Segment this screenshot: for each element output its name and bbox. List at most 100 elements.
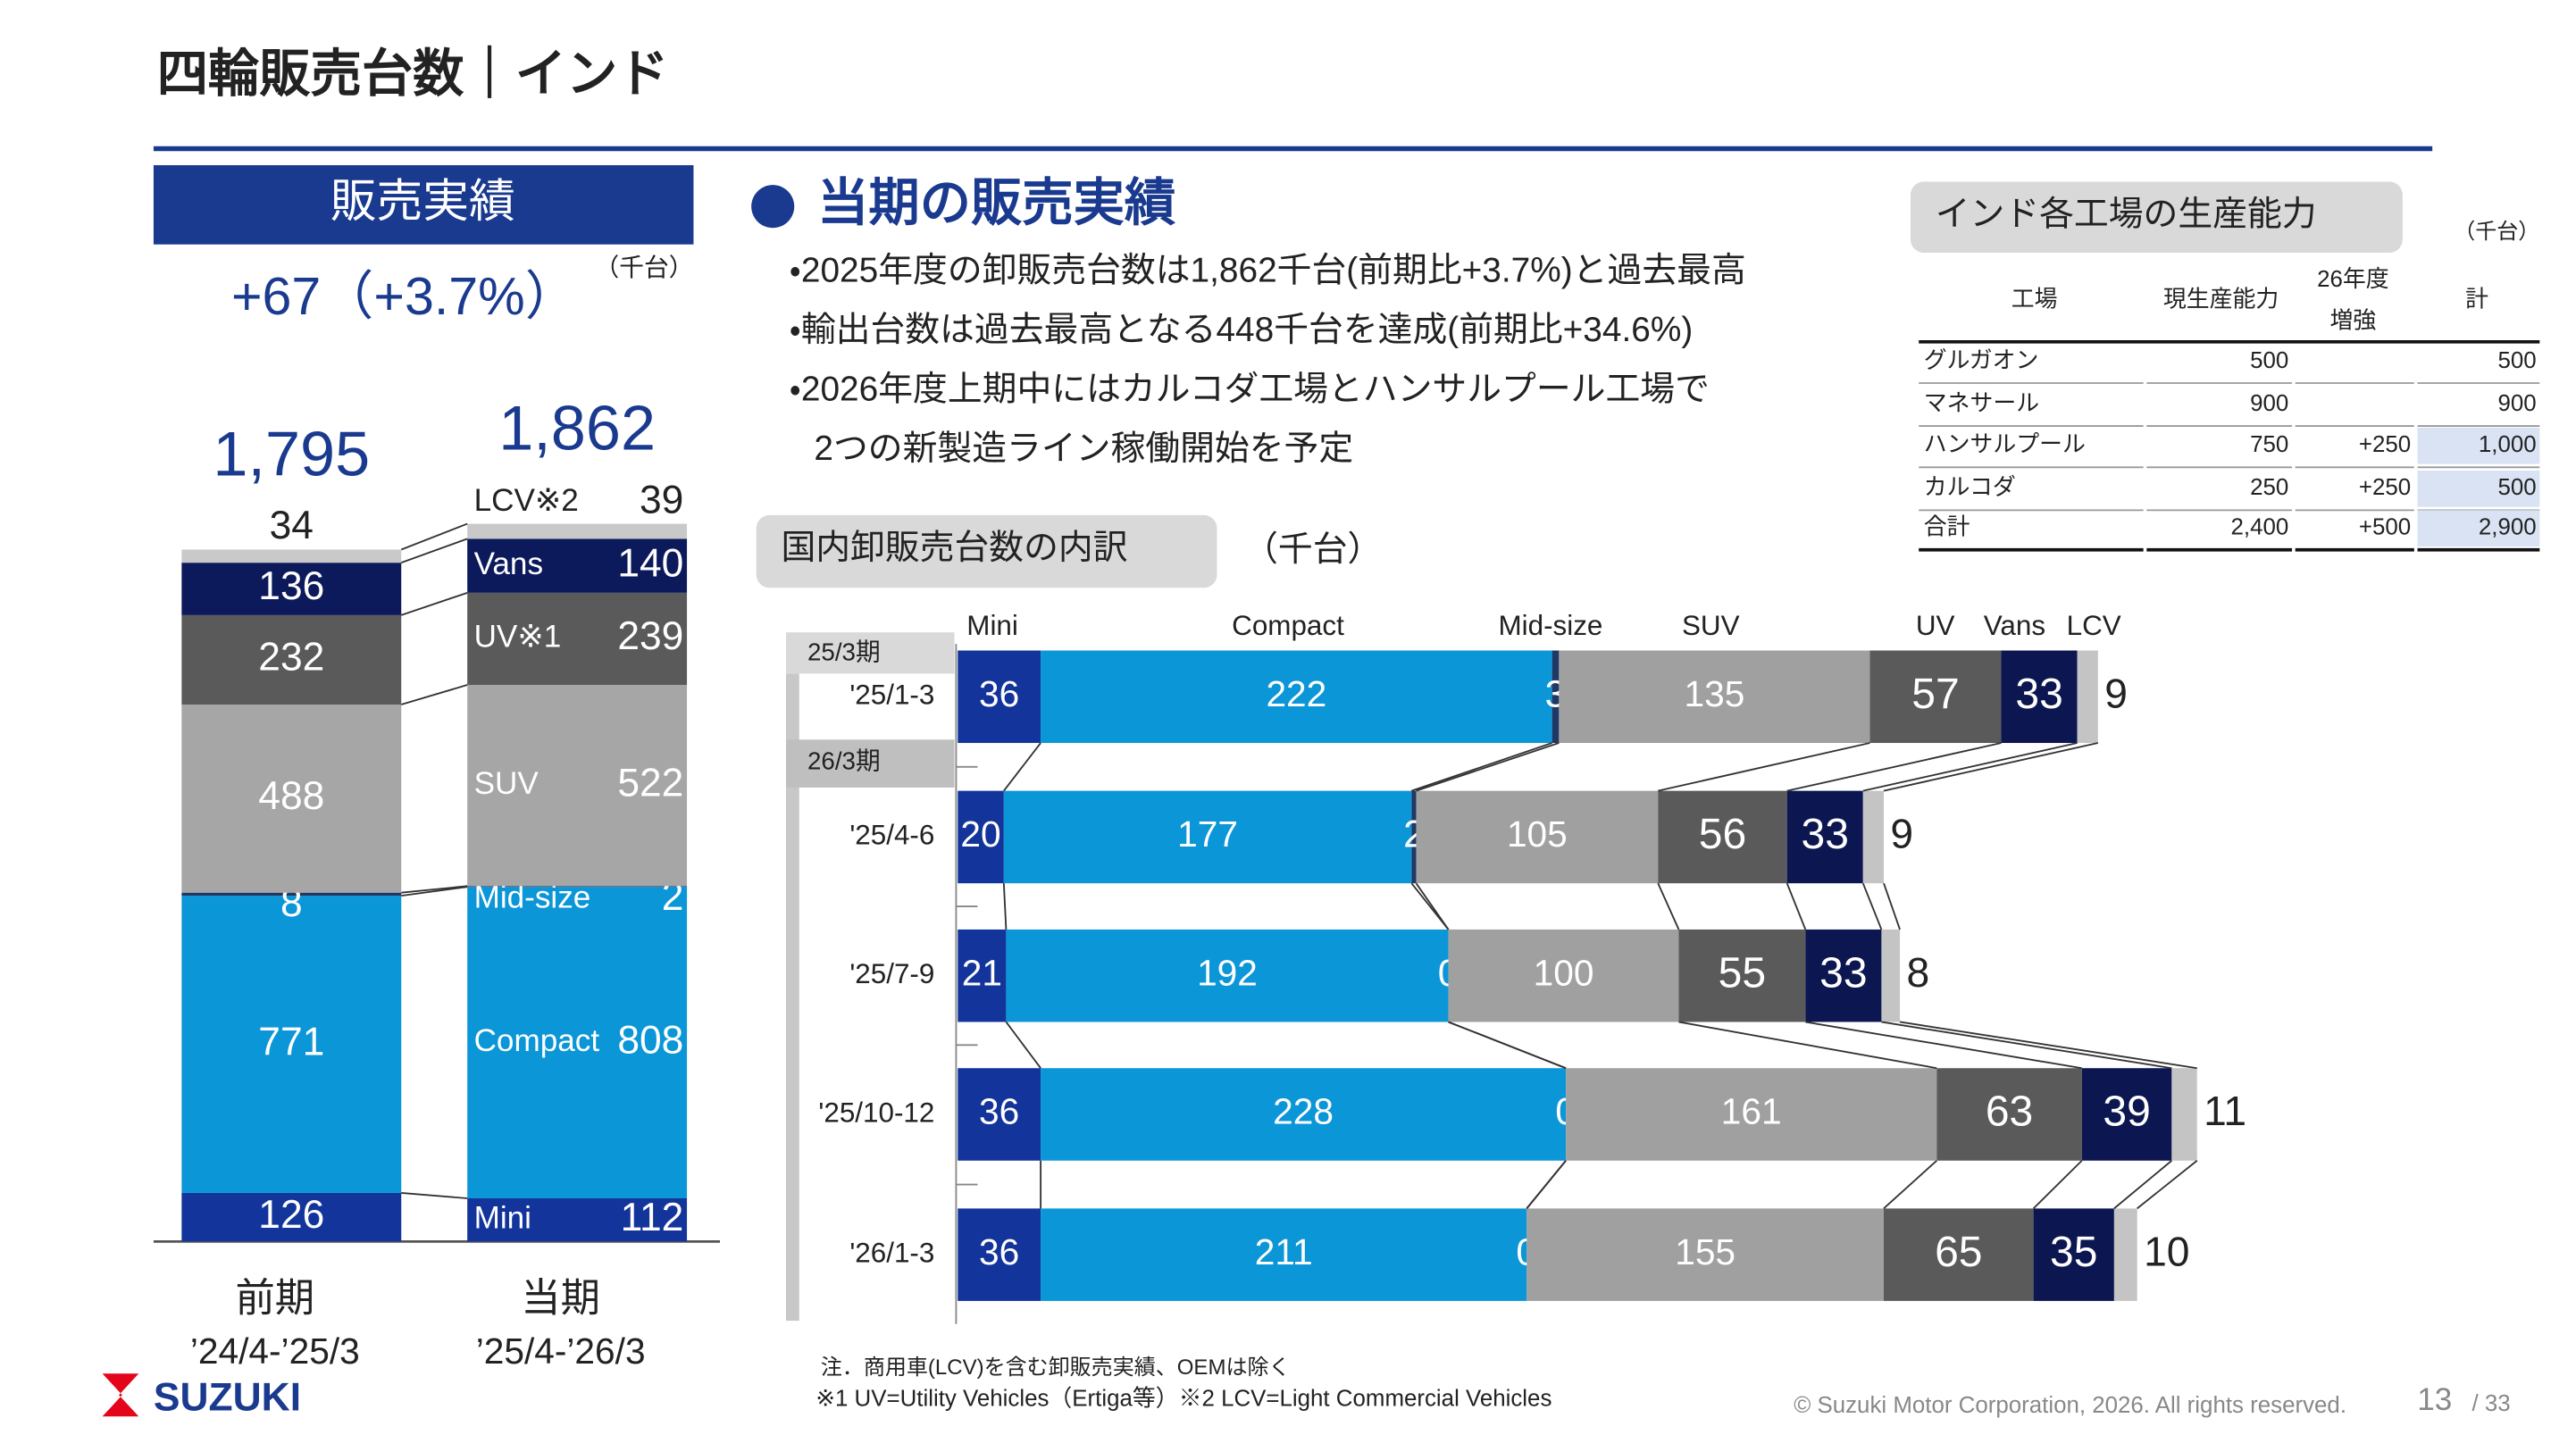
bar-segment xyxy=(1411,790,1417,884)
highlight-cell xyxy=(2417,470,2540,507)
bar-segment xyxy=(1678,929,1806,1022)
column-name: 前期 xyxy=(235,1277,314,1321)
value-label: 232 xyxy=(258,636,324,680)
segment-label: Vans xyxy=(474,546,543,581)
bar-segment xyxy=(1883,1208,2034,1301)
bar-segment xyxy=(467,523,688,539)
group-box xyxy=(785,632,955,674)
connector xyxy=(1415,882,1450,930)
bullet: ・輸出台数は過去最高となる448千台を達成(前期比+34.6%) xyxy=(790,311,1694,349)
connector xyxy=(1883,1160,1937,1210)
value-label: 33 xyxy=(2015,670,2062,718)
value-label: 11 xyxy=(2204,1088,2246,1134)
connector xyxy=(1805,1021,2082,1070)
logo-text: SUZUKI xyxy=(154,1376,301,1420)
bar-segment xyxy=(1862,790,1884,884)
results-label-box xyxy=(153,164,694,245)
note: 注．商用車(LCV)を含む卸販売実績、OEMは除く xyxy=(821,1355,1291,1380)
bar-segment xyxy=(2077,650,2098,744)
column-header: 計 xyxy=(2465,286,2488,312)
value-label: 488 xyxy=(258,774,324,818)
bar-segment xyxy=(2171,1068,2197,1161)
period-label: '25/10-12 xyxy=(818,1097,934,1128)
connector xyxy=(1005,1021,1041,1069)
cell: 2,900 xyxy=(2479,515,2537,540)
value-label: 211 xyxy=(1255,1231,1313,1272)
value-label: 57 xyxy=(1911,670,1959,718)
bar-segment xyxy=(1869,650,2002,744)
connector xyxy=(1883,742,2099,792)
breakdown-title-box xyxy=(756,514,1217,588)
column-period: ’25/4-’26/3 xyxy=(476,1330,646,1372)
bullet: ・2026年度上期中にはカルコダ工場とハンサルプール工場で xyxy=(790,371,1710,409)
period-label: '26/1-3 xyxy=(849,1237,934,1268)
highlight-cell xyxy=(2417,510,2540,547)
capacity-title: インド各工場の生産能力 xyxy=(1936,196,2317,234)
connector xyxy=(1861,882,1883,930)
value-label: 65 xyxy=(1935,1228,1982,1276)
connector xyxy=(1448,1021,1567,1070)
value-label: 36 xyxy=(979,673,1019,714)
bar-segment xyxy=(1936,1068,2082,1161)
connector xyxy=(1678,1021,1937,1070)
cell: グルガオン xyxy=(1924,347,2039,373)
bar-segment xyxy=(958,1208,1041,1301)
segment-label: Mini xyxy=(474,1200,531,1235)
value-label: 56 xyxy=(1699,810,1746,858)
bar-segment xyxy=(1551,650,1560,744)
column-header: 現生産能力 xyxy=(2163,286,2279,312)
highlights-title: 当期の販売実績 xyxy=(817,174,1176,231)
connector xyxy=(2137,1160,2198,1210)
value-label: 20 xyxy=(960,813,1000,855)
period-label: '25/7-9 xyxy=(849,958,934,989)
connector xyxy=(1883,882,1901,930)
value-label: 9 xyxy=(1890,811,1913,857)
connector xyxy=(401,885,468,894)
cell: マネサール xyxy=(1924,391,2039,416)
connector xyxy=(400,591,468,616)
cell: 900 xyxy=(2250,391,2288,416)
value-label: 155 xyxy=(1675,1231,1735,1272)
cell: 1,000 xyxy=(2479,432,2537,457)
bar-segment xyxy=(958,650,1041,744)
connector xyxy=(401,1192,468,1199)
value-label: 222 xyxy=(1266,673,1326,714)
bullet-dot xyxy=(751,185,795,229)
segment-header: LCV xyxy=(2067,610,2121,641)
cell: 250 xyxy=(2250,475,2288,500)
connector xyxy=(400,522,468,551)
bar-segment xyxy=(1658,790,1787,884)
value-label: 177 xyxy=(1177,813,1238,855)
value-label: 808 xyxy=(617,1018,683,1062)
logo-mark xyxy=(102,1373,139,1417)
breakdown-title: 国内卸販売台数の内訳 xyxy=(781,529,1127,567)
results-change: +67（+3.7%） xyxy=(231,266,578,326)
value-label: 36 xyxy=(979,1091,1019,1132)
group-label: 25/3期 xyxy=(807,638,881,666)
value-label: 135 xyxy=(1685,673,1745,714)
highlight-cell xyxy=(2417,427,2540,464)
value-label: 33 xyxy=(1802,810,1849,858)
results-label: 販売実績 xyxy=(330,175,515,227)
bar-segment xyxy=(1003,790,1412,884)
bar-segment xyxy=(181,614,402,705)
bar-segment xyxy=(958,929,1007,1022)
group-label: 26/3期 xyxy=(807,747,881,775)
bar-segment xyxy=(1805,929,1882,1022)
segment-header: Vans xyxy=(1984,610,2045,641)
value-label: 39 xyxy=(640,478,683,521)
bar-segment xyxy=(2033,1208,2114,1301)
value-label: 126 xyxy=(258,1193,324,1237)
cell: 750 xyxy=(2250,432,2288,457)
column-header: 工場 xyxy=(2011,286,2058,312)
breakdown-unit: （千台） xyxy=(1243,530,1382,569)
value-label: 33 xyxy=(1819,948,1867,997)
value-label: 63 xyxy=(1986,1088,2033,1136)
value-label: 39 xyxy=(2103,1088,2150,1136)
value-label: 161 xyxy=(1721,1091,1782,1132)
cell: +500 xyxy=(2359,515,2411,540)
bar-segment xyxy=(467,538,688,593)
segment-header: Compact xyxy=(1232,610,1344,641)
bar-segment xyxy=(181,1192,402,1242)
